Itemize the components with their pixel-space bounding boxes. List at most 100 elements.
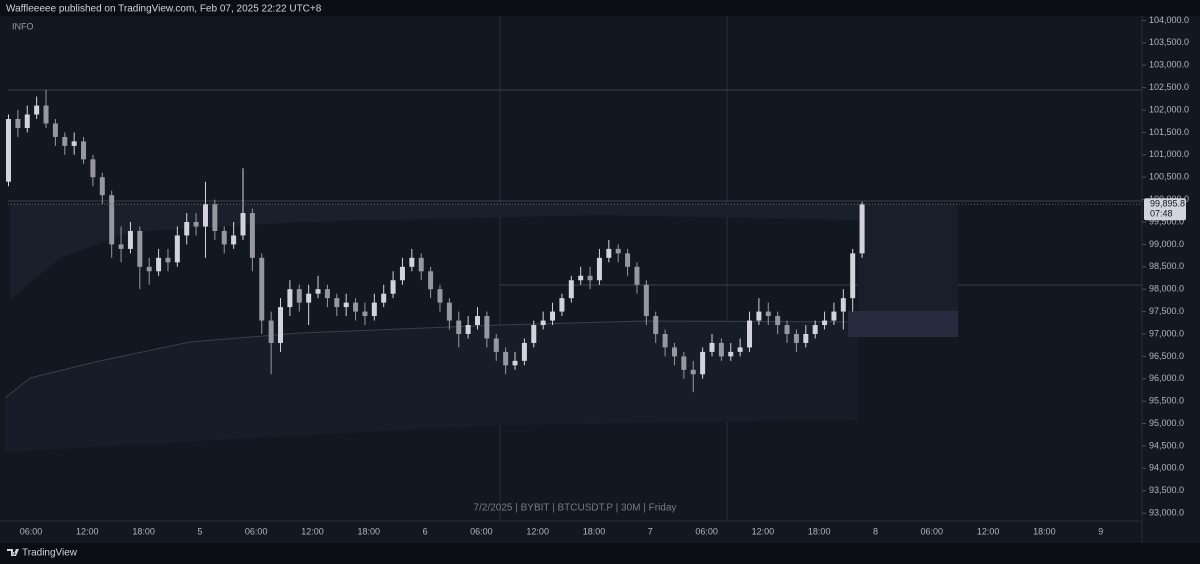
candle-body — [62, 136, 68, 146]
candle-body — [409, 257, 415, 267]
x-tick-label: 12:00 — [752, 526, 775, 536]
candle-body — [212, 204, 218, 231]
y-tick-label: 94,000.0 — [1149, 463, 1184, 473]
x-tick-label: 6 — [423, 526, 428, 536]
y-tick-label: 103,500.0 — [1149, 37, 1189, 47]
y-tick-label: 97,500.0 — [1149, 306, 1184, 316]
candle-body — [850, 253, 856, 299]
y-tick-label: 93,500.0 — [1149, 485, 1184, 495]
candle-body — [165, 257, 171, 263]
candle-body — [109, 195, 115, 245]
x-tick-label: 12:00 — [526, 526, 549, 536]
candle-body — [662, 333, 668, 348]
candle-body — [625, 253, 631, 267]
candle-body — [643, 284, 649, 317]
candle-body — [268, 320, 274, 343]
vwap-band — [5, 321, 858, 452]
candle-body — [259, 257, 265, 321]
y-tick-label: 101,000.0 — [1149, 149, 1189, 159]
candle-body — [822, 320, 828, 326]
candle-body — [24, 114, 30, 128]
x-tick-label: 8 — [873, 526, 878, 536]
y-tick-label: 97,000.0 — [1149, 328, 1184, 338]
x-tick-label: 06:00 — [470, 526, 493, 536]
y-tick-label: 95,500.0 — [1149, 396, 1184, 406]
x-tick-label: 18:00 — [808, 526, 831, 536]
candle-body — [184, 222, 190, 236]
candle-body — [81, 141, 87, 160]
candle-body — [137, 230, 143, 267]
candle-body — [353, 302, 359, 312]
footer: TradingView — [22, 548, 78, 559]
y-tick-label: 96,500.0 — [1149, 351, 1184, 361]
candle-body — [296, 289, 302, 303]
candle-body — [15, 119, 21, 128]
header: Waffleeeee published on TradingView.com,… — [6, 4, 322, 15]
candle-body — [90, 159, 96, 178]
y-tick-label: 102,000.0 — [1149, 104, 1189, 114]
candle-body — [202, 204, 208, 227]
projection-box — [858, 203, 958, 311]
candle-body — [221, 230, 227, 245]
candle-body — [324, 289, 330, 299]
candle-body — [587, 275, 593, 281]
candle-body — [315, 289, 321, 294]
candle-body — [428, 271, 434, 290]
candle-body — [465, 325, 471, 334]
candle-body — [484, 316, 490, 339]
candle-body — [174, 235, 180, 263]
y-tick-label: 103,000.0 — [1149, 60, 1189, 70]
x-tick-label: 06:00 — [921, 526, 944, 536]
candle-body — [446, 302, 452, 321]
tradingview-logo: TradingView — [7, 548, 78, 559]
candle-body — [737, 347, 743, 352]
candle-body — [615, 248, 621, 254]
candle-body — [859, 204, 865, 254]
countdown: 07:48 — [1150, 209, 1173, 219]
y-tick-label: 102,500.0 — [1149, 82, 1189, 92]
y-tick-label: 93,000.0 — [1149, 508, 1184, 518]
y-tick-label: 95,000.0 — [1149, 418, 1184, 428]
candle-body — [690, 369, 696, 375]
candle-body — [193, 222, 199, 227]
candle-body — [99, 177, 105, 196]
candle-body — [784, 325, 790, 334]
candle-body — [334, 298, 340, 308]
candle-body — [775, 316, 781, 326]
candle-body — [240, 213, 246, 236]
candle-body — [34, 105, 40, 115]
candle-body — [756, 311, 762, 321]
candle-body — [118, 244, 124, 249]
candle-body — [249, 213, 255, 258]
y-tick-label: 104,000.0 — [1149, 15, 1189, 25]
candle-body — [127, 230, 133, 249]
y-tick-label: 98,500.0 — [1149, 261, 1184, 271]
last-price-label: 99,895.8 — [1150, 199, 1185, 209]
y-tick-label: 100,500.0 — [1149, 172, 1189, 182]
candle-body — [418, 257, 424, 272]
y-tick-label: 96,000.0 — [1149, 373, 1184, 383]
x-tick-label: 12:00 — [301, 526, 324, 536]
y-tick-label: 101,500.0 — [1149, 127, 1189, 137]
candle-body — [371, 302, 377, 317]
candle-body — [606, 248, 612, 258]
candle-body — [840, 298, 846, 312]
candle-body — [71, 141, 77, 146]
candle-body — [540, 320, 546, 326]
header-bar — [0, 0, 1200, 16]
zone-box — [848, 311, 958, 337]
candle-body — [550, 311, 556, 321]
candle-body — [287, 289, 293, 308]
candle-body — [278, 307, 284, 343]
x-tick-label: 18:00 — [1033, 526, 1056, 536]
candle-body — [681, 356, 687, 370]
candle-body — [634, 266, 640, 285]
y-tick-label: 94,500.0 — [1149, 440, 1184, 450]
candle-body — [343, 302, 349, 308]
footer-bar — [0, 543, 1200, 564]
x-tick-label: 12:00 — [76, 526, 99, 536]
candle-body — [521, 342, 527, 361]
